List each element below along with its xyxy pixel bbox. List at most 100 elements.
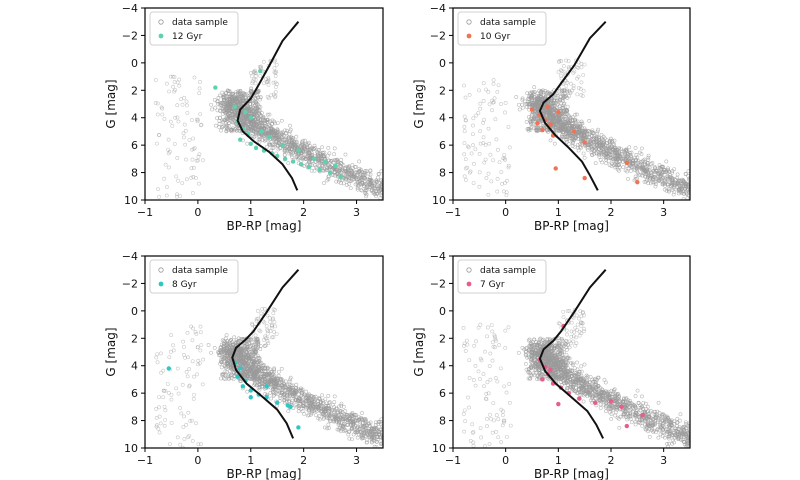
data-sample-point	[392, 189, 395, 192]
data-sample-point	[567, 89, 571, 94]
data-sample-point	[566, 94, 571, 99]
x-tick-label: −1	[445, 206, 461, 219]
data-sample-point	[400, 446, 403, 449]
data-sample-point	[386, 192, 389, 195]
data-sample-point	[225, 118, 229, 123]
data-sample-point	[560, 133, 564, 138]
data-sample-point	[399, 196, 402, 199]
data-sample-point	[185, 110, 190, 115]
data-sample-point	[523, 101, 528, 106]
data-sample-point	[552, 103, 557, 108]
data-sample-point	[426, 449, 429, 452]
data-sample-point	[718, 196, 721, 199]
data-sample-point	[697, 192, 700, 195]
data-sample-point	[290, 155, 294, 159]
data-sample-point	[506, 163, 511, 168]
data-sample-point	[568, 90, 572, 95]
data-sample-point	[486, 171, 491, 176]
data-sample-point	[392, 432, 395, 435]
data-sample-point	[382, 203, 385, 206]
data-sample-point	[224, 125, 229, 130]
data-sample-point	[273, 121, 277, 126]
data-sample-point	[249, 119, 254, 124]
data-sample-point	[517, 107, 522, 112]
data-sample-point	[287, 379, 292, 384]
data-sample-point	[723, 200, 726, 203]
data-sample-point	[399, 200, 402, 203]
data-sample-point	[322, 425, 327, 430]
data-sample-point	[401, 441, 404, 444]
data-sample-point	[311, 395, 316, 399]
data-sample-point	[405, 186, 408, 189]
data-sample-point	[584, 131, 589, 136]
data-sample-point	[579, 119, 584, 124]
data-sample-point	[567, 119, 572, 123]
data-sample-point	[532, 85, 537, 90]
data-sample-point	[398, 445, 401, 448]
data-sample-point	[566, 65, 571, 70]
data-sample-point	[350, 437, 354, 442]
data-sample-point	[392, 437, 395, 440]
x-tick-label: 0	[502, 206, 509, 219]
data-sample-point	[539, 94, 544, 99]
data-sample-point	[469, 151, 474, 156]
data-sample-point	[424, 200, 427, 203]
y-tick-label: 4	[439, 112, 446, 125]
data-sample-point	[209, 102, 213, 107]
data-sample-point	[486, 89, 491, 94]
data-sample-point	[724, 188, 727, 191]
data-sample-point	[290, 139, 294, 144]
data-sample-point	[327, 163, 331, 168]
data-sample-point	[476, 111, 481, 115]
data-sample-point	[390, 432, 393, 435]
data-sample-point	[621, 165, 626, 170]
data-sample-point	[265, 112, 270, 117]
data-sample-point	[717, 193, 720, 196]
data-sample-point	[192, 165, 196, 170]
data-sample-point	[703, 198, 706, 201]
data-sample-point	[390, 192, 393, 195]
data-sample-point	[403, 189, 406, 192]
data-sample-point	[734, 203, 737, 206]
data-sample-point	[462, 83, 466, 88]
data-sample-point	[389, 434, 392, 437]
data-sample-point	[397, 446, 400, 449]
data-sample-point	[705, 194, 708, 197]
data-sample-point	[248, 105, 253, 110]
data-sample-point	[612, 142, 617, 147]
data-sample-point	[326, 177, 331, 182]
data-sample-point	[696, 185, 699, 188]
data-sample-point	[709, 200, 712, 203]
data-sample-point	[333, 173, 338, 178]
data-sample-point	[425, 203, 428, 206]
data-sample-point	[191, 147, 196, 152]
data-sample-point	[390, 189, 393, 192]
data-sample-point	[409, 197, 412, 200]
data-sample-point	[289, 151, 294, 156]
legend-marker-age	[158, 33, 164, 39]
data-sample-point	[555, 93, 560, 98]
data-sample-point	[635, 155, 640, 160]
data-sample-point	[328, 418, 333, 423]
data-sample-point	[385, 187, 388, 190]
data-sample-point	[395, 437, 398, 440]
data-sample-point	[251, 112, 256, 117]
data-sample-point	[707, 194, 710, 197]
data-sample-point	[249, 86, 254, 91]
data-sample-point	[397, 444, 400, 447]
data-sample-point	[427, 202, 430, 205]
data-sample-point	[388, 432, 391, 435]
data-sample-point	[425, 451, 428, 454]
data-sample-point	[266, 79, 271, 84]
data-sample-point	[527, 97, 532, 102]
data-sample-point	[364, 440, 369, 445]
data-sample-point	[626, 176, 630, 181]
data-sample-point	[380, 424, 383, 429]
data-sample-point	[596, 127, 601, 132]
data-sample-point	[406, 194, 409, 197]
data-sample-point	[400, 438, 403, 441]
data-sample-point	[408, 435, 411, 438]
data-sample-point	[407, 187, 410, 190]
data-sample-point	[556, 117, 561, 121]
data-sample-point	[702, 188, 705, 191]
